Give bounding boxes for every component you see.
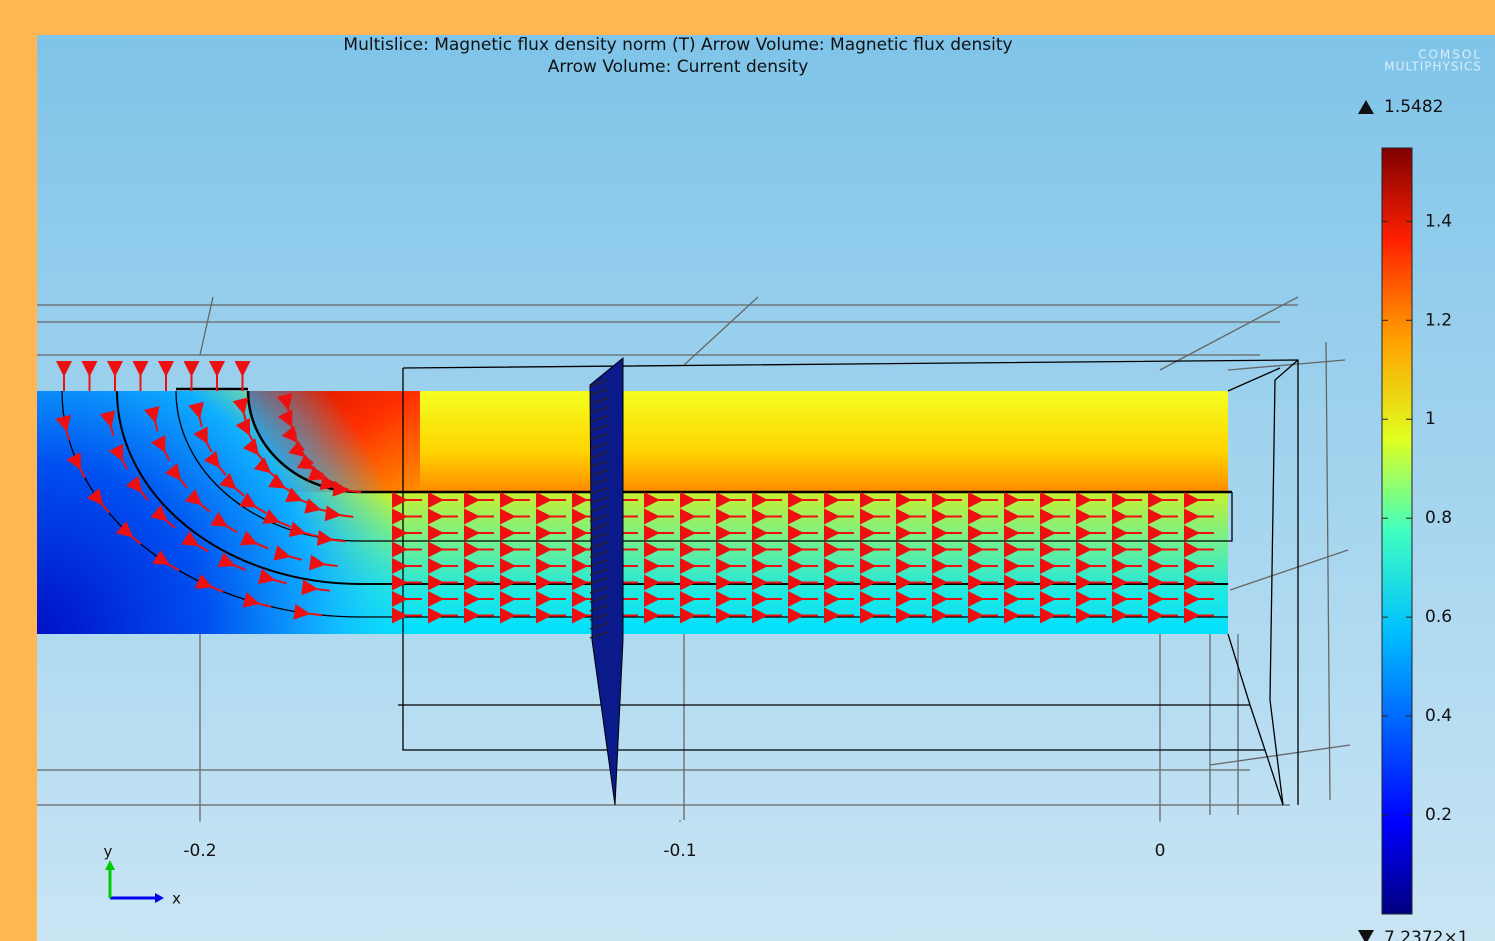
colorbar-tick-label: 1.2 [1425, 310, 1452, 330]
page: Multislice: Magnetic flux density norm (… [0, 0, 1495, 941]
logo: MULTIPHYSICS [1384, 60, 1482, 74]
colorbar-tick-label: 0.2 [1425, 805, 1452, 825]
triad-x: x [172, 890, 181, 908]
colorbar-tick-label: 1 [1425, 409, 1436, 429]
colorbar-tick-label: 0.6 [1425, 607, 1452, 627]
x-tick-label: -0.1 [663, 841, 696, 861]
x-tick-label: 0 [1155, 841, 1166, 861]
colorbar-min: 7.2372×1 [1384, 928, 1469, 941]
plot-title: Multislice: Magnetic flux density norm (… [343, 35, 1012, 55]
colorbar-tick-label: 0.4 [1425, 706, 1452, 726]
viewport: Multislice: Magnetic flux density norm (… [0, 0, 1495, 941]
colorbar-max: 1.5482 [1384, 97, 1443, 117]
colorbar-tick-label: 0.8 [1425, 508, 1452, 528]
field-low [37, 391, 417, 634]
plot-subtitle: Arrow Volume: Current density [548, 57, 809, 77]
colorbar-tick-label: 1.4 [1425, 211, 1452, 231]
triad-y: y [104, 843, 113, 861]
x-tick-label: -0.2 [183, 841, 216, 861]
colorbar [1382, 148, 1412, 914]
